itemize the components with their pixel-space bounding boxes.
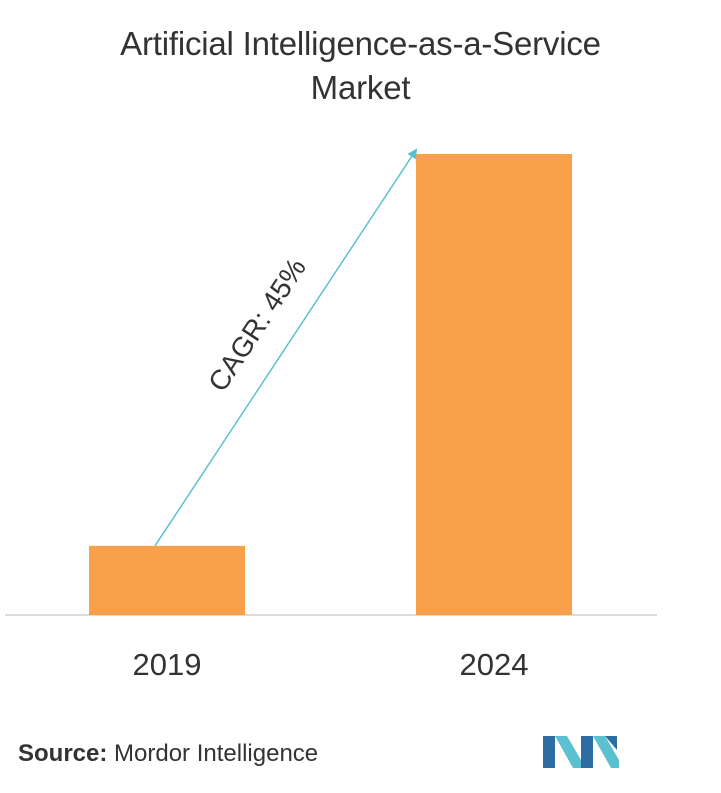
x-tick-label-2019: 2019	[133, 647, 202, 682]
cagr-annotation: CAGR: 45%	[202, 253, 312, 397]
x-tick-label-2024: 2024	[460, 647, 529, 682]
mordor-intelligence-logo-icon	[543, 736, 619, 768]
chart-title-line2: Market	[310, 69, 411, 106]
source-note: Source: Mordor Intelligence	[18, 740, 318, 768]
bar-2024	[416, 154, 572, 615]
chart-title: Artificial Intelligence-as-a-Service Mar…	[0, 22, 721, 110]
source-label: Source:	[18, 740, 108, 767]
chart-title-line1: Artificial Intelligence-as-a-Service	[120, 25, 601, 62]
bar-2019	[89, 545, 245, 615]
source-text: Mordor Intelligence	[107, 740, 319, 767]
cagr-arrow	[154, 148, 418, 547]
